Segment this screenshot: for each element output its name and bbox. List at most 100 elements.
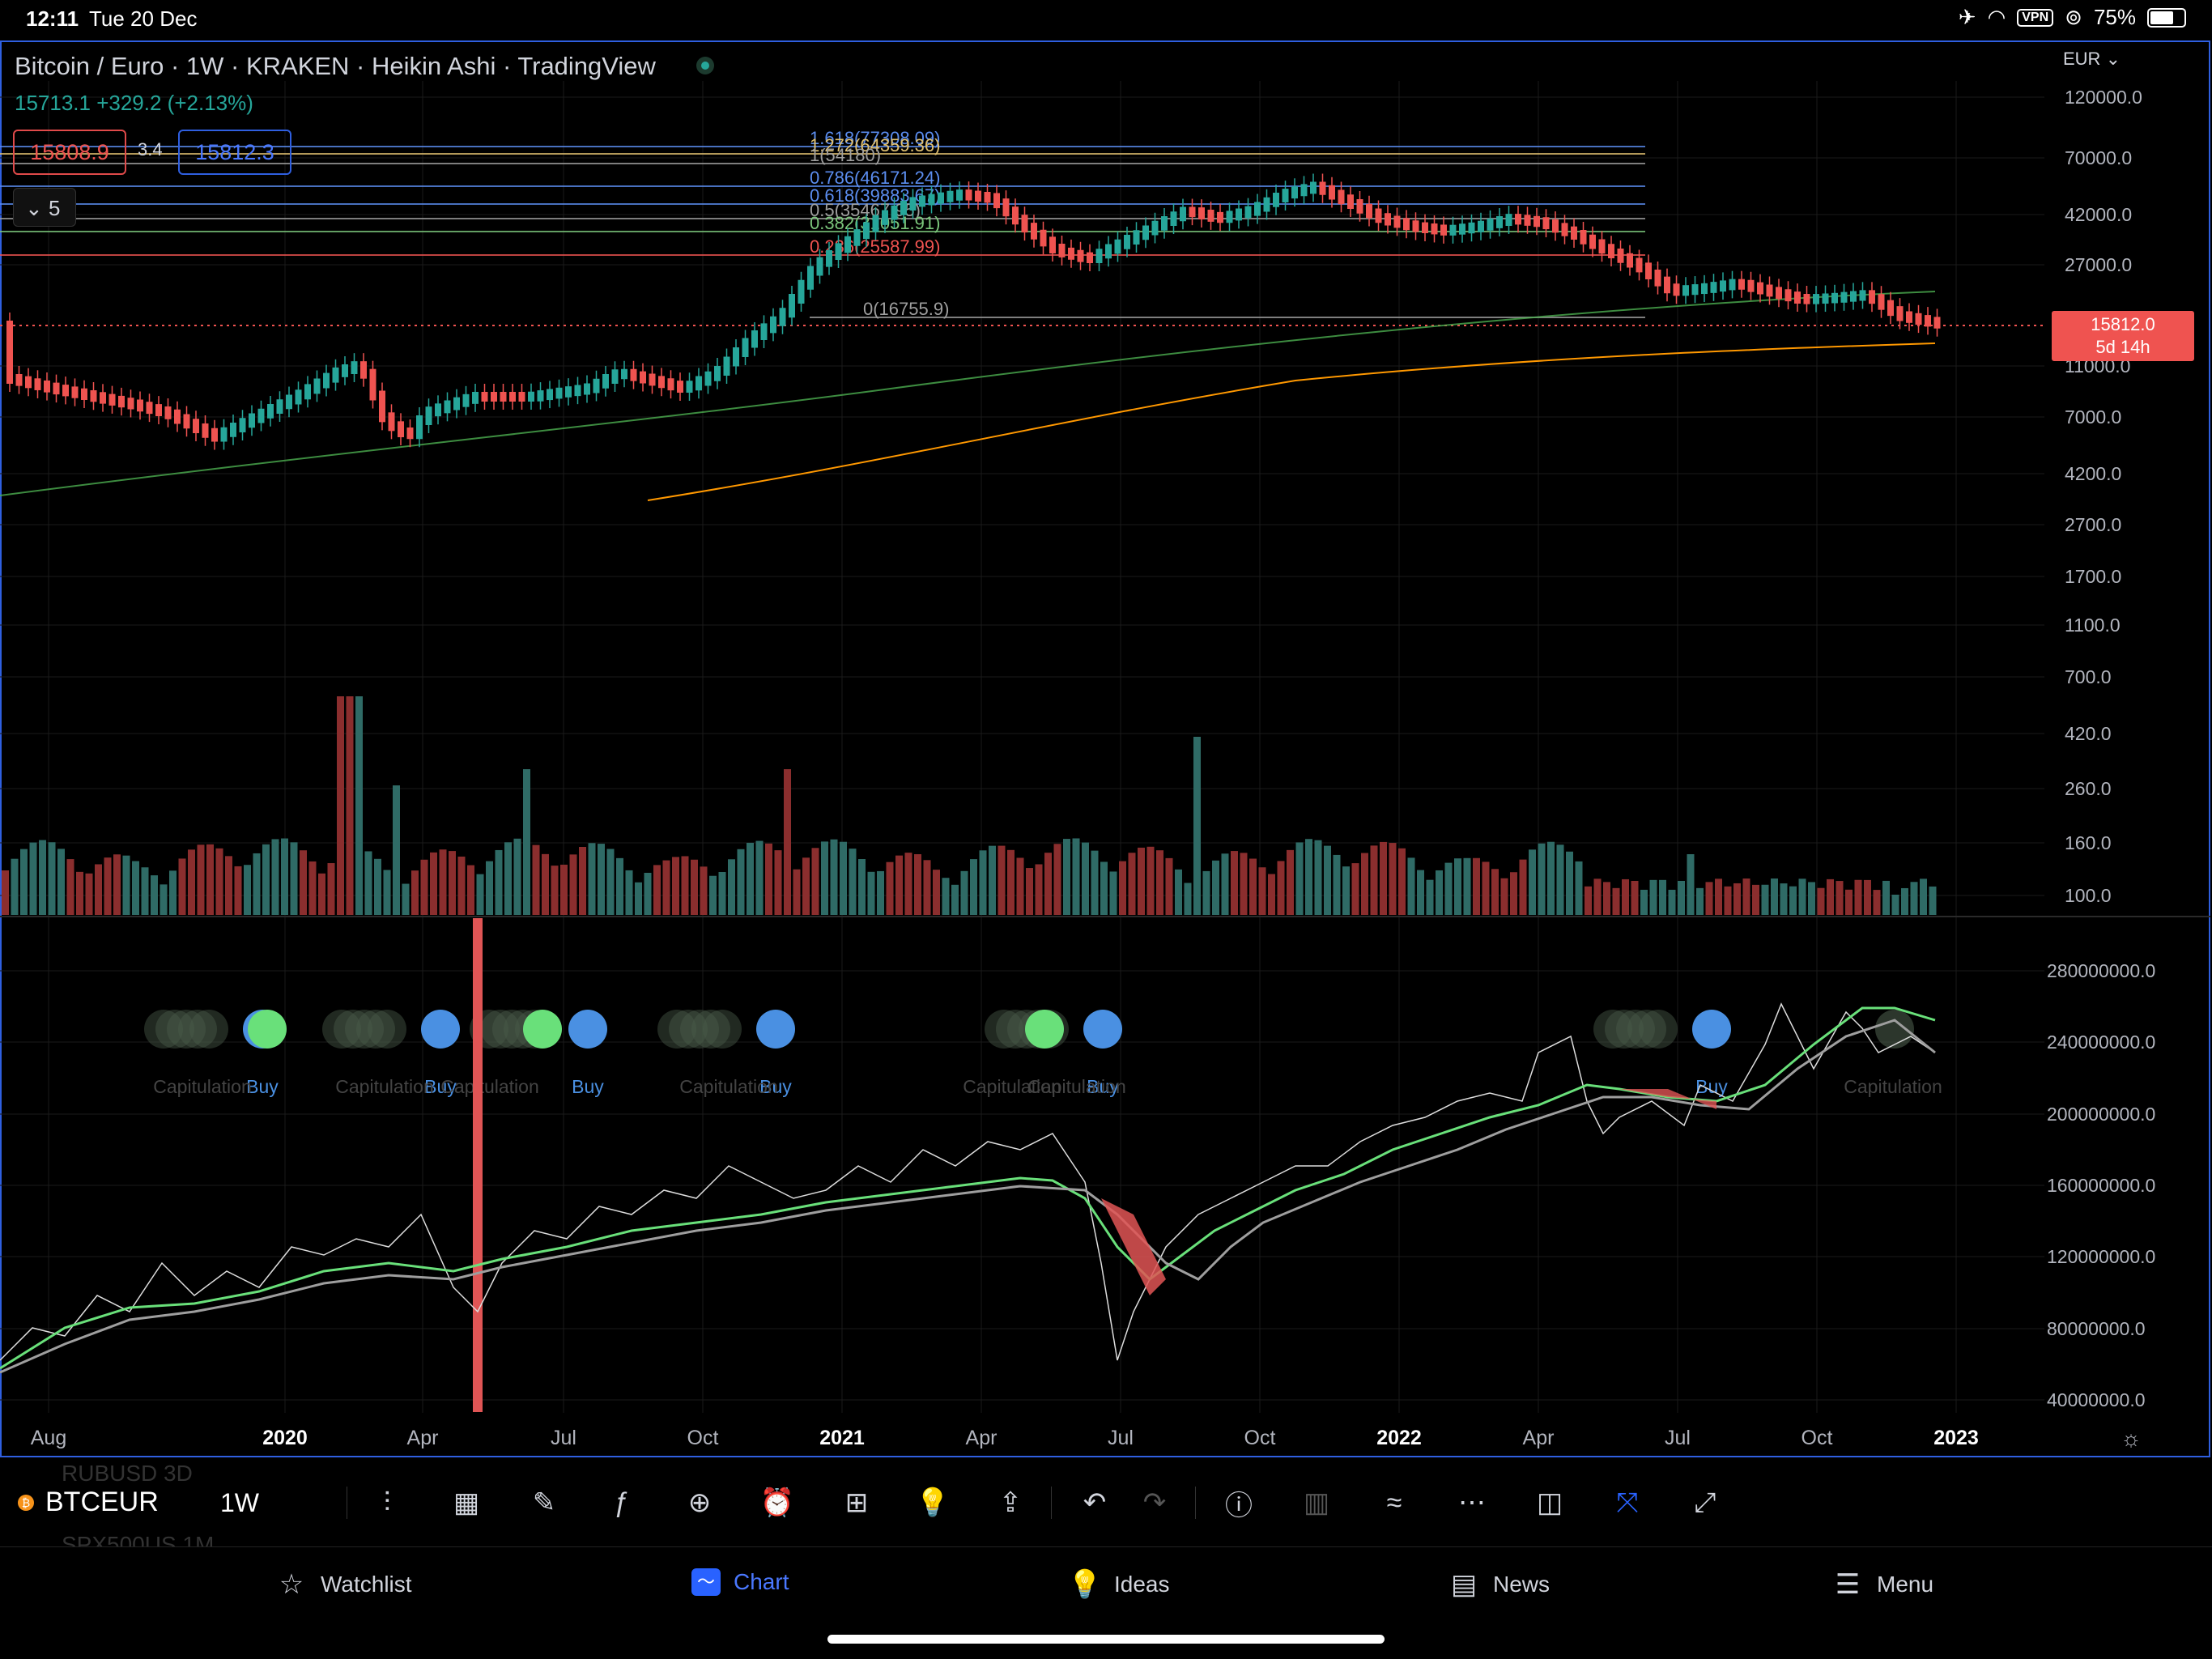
volume-bar [1305,839,1312,915]
volume-bar [1510,872,1517,915]
candle-body [1291,186,1298,199]
volume-bar [877,870,884,915]
candle-body [304,384,311,400]
volume-bar [1687,854,1695,915]
candle-body [593,378,600,393]
volume-bar [1817,887,1825,915]
interval-button[interactable]: 1W [220,1488,259,1517]
volume-bar [1929,886,1937,915]
volume-bar [1724,886,1732,915]
financials-icon[interactable]: ▥ [1303,1487,1330,1518]
undo-icon[interactable]: ↶ [1083,1487,1107,1518]
volume-bar [1146,846,1155,915]
volume-bar [308,861,317,915]
symbol-search-button[interactable]: ₿ BTCEUR [18,1487,159,1518]
candle-body [1784,289,1792,302]
volume-bar [327,863,335,915]
idea-icon[interactable]: 💡 [915,1487,951,1518]
currency-selector[interactable]: EUR ⌄ [2063,49,2121,69]
volume-bar [765,843,772,915]
menu-icon: ☰ [1835,1569,1861,1600]
volume-bar [1827,878,1834,915]
indicator-scale-label: 80000000.0 [2047,1318,2146,1339]
volume-bar [933,870,940,915]
price-scale-label: 1700.0 [2065,566,2121,587]
tab-menu[interactable]: ☰ Menu [1831,1568,1933,1601]
split-view-icon[interactable]: ◫ [1536,1487,1563,1518]
candle-body [1747,279,1755,292]
volume-bar [1138,847,1145,915]
price-scale-label: 42000.0 [2065,204,2132,225]
chart-type-icon[interactable]: ⫶ [383,1487,391,1518]
redo-icon[interactable]: ↷ [1142,1487,1167,1518]
volume-bar [616,857,623,915]
volume-bar [1891,895,1899,915]
candle-body [844,236,851,253]
candle-body [993,193,1000,209]
multi-chart-icon[interactable]: ⤧ [1616,1487,1639,1518]
fullscreen-icon[interactable]: ⤢ [1694,1487,1716,1518]
chart-icon: 〜 [691,1568,721,1596]
volume-bar [234,866,242,915]
candle-body [1031,223,1037,240]
volume-bar [1659,879,1666,915]
candle-body [388,412,395,432]
volume-bar [1184,883,1192,915]
indicators-icon[interactable]: ƒ [614,1487,630,1518]
volume-bar [1463,857,1471,915]
tab-ideas[interactable]: 💡 Ideas [1067,1569,1170,1600]
candle-body [1459,223,1465,235]
volume-bar [858,859,866,915]
tab-news[interactable]: ▤ News [1448,1568,1550,1601]
info-icon[interactable]: ⓘ [1225,1490,1253,1521]
drawing-icon[interactable]: ✎ [532,1487,556,1518]
add-icon[interactable]: ⊕ [687,1487,712,1518]
volume-bar [1231,851,1238,915]
candle-body [202,423,209,438]
volume-bar [402,883,410,915]
buy-button[interactable]: 15812.3 [178,130,291,175]
volume-bar [951,884,959,915]
volume-bar [1780,883,1788,915]
bottom-tab-bar: ☆ Watchlist 〜 Chart 💡 Ideas ▤ News ☰ Men… [0,1546,2212,1659]
chart-area[interactable] [0,40,2210,1457]
signal-circle [703,1010,742,1049]
replay-icon[interactable]: ▦ [453,1487,480,1518]
more-icon[interactable]: ⋯ [1458,1487,1486,1518]
layout-grid-icon[interactable]: ⊞ [844,1487,869,1518]
candle-body [118,395,125,408]
candle-body [677,381,683,393]
candle-body [667,378,674,391]
candle-body [1207,210,1214,222]
volume-bar [635,882,642,915]
candle-body [1049,236,1056,253]
candle-body [696,376,702,391]
alarm-icon[interactable]: ⏰ [759,1487,795,1518]
tab-watchlist[interactable]: ☆ Watchlist [275,1568,412,1601]
candle-body [584,383,590,395]
symbol-legend-title[interactable]: Bitcoin / Euro · 1W · KRAKEN · Heikin As… [15,52,656,80]
candle-body [1180,206,1186,222]
candle-body [1580,230,1587,245]
indicators-collapse-button[interactable]: ⌄ 5 [13,188,76,227]
candle-body [1347,194,1354,209]
candle-body [1682,285,1689,296]
chart-canvas[interactable]: 120000.070000.042000.027000.011000.07000… [0,0,2212,1462]
volume-bar [1705,882,1713,915]
ghost-symbol-above: RUBUSD 3D [62,1461,193,1486]
market-status-icon[interactable] [696,57,714,74]
candle-body [882,210,888,225]
volume-bar [439,849,447,915]
compare-icon[interactable]: ≈ [1386,1487,1402,1518]
buy-signal-label: Buy [572,1076,604,1097]
candle-body [313,378,321,394]
volume-bar [85,873,93,915]
volume-bar [598,844,605,915]
candle-body [1803,294,1810,304]
sell-button[interactable]: 15808.9 [13,130,126,175]
candle-body [1896,306,1904,321]
indicator-scale-label: 120000000.0 [2047,1246,2155,1267]
share-icon[interactable]: ⇪ [998,1487,1023,1518]
tab-chart[interactable]: 〜 Chart [691,1568,789,1596]
star-icon: ☆ [279,1569,304,1600]
